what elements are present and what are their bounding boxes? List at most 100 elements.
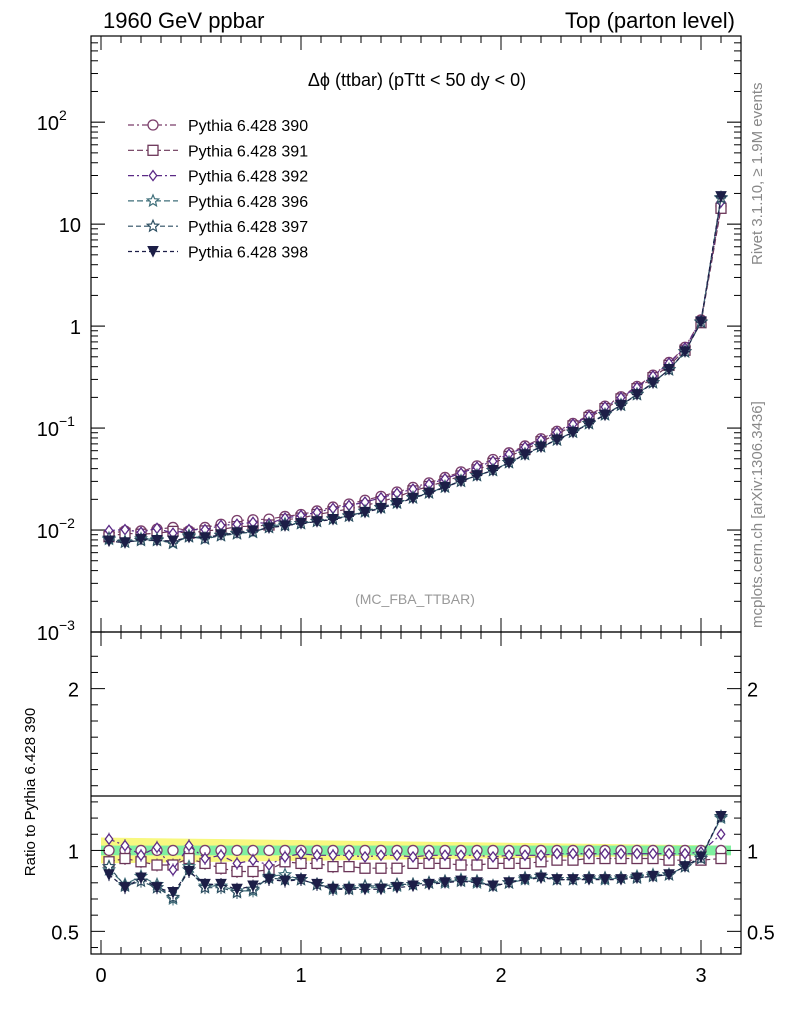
legend-label: Pythia 6.428 391 bbox=[188, 143, 308, 160]
data-point bbox=[519, 449, 531, 461]
data-point bbox=[615, 399, 627, 412]
legend-marker bbox=[147, 119, 159, 131]
x-tick-label: 0 bbox=[95, 965, 106, 987]
ratio-point bbox=[583, 874, 595, 886]
mcplots-label: mcplots.cern.ch [arXiv:1306.3436] bbox=[749, 401, 766, 628]
ratio-point bbox=[344, 849, 354, 862]
ratio-point bbox=[423, 878, 435, 891]
ratio-point bbox=[215, 878, 227, 891]
ratio-point bbox=[360, 850, 370, 863]
ratio-point bbox=[343, 860, 355, 873]
x-tick-label: 2 bbox=[495, 965, 506, 987]
ratio-point bbox=[520, 849, 530, 862]
ratio-point bbox=[535, 872, 547, 885]
data-point bbox=[583, 418, 595, 430]
data-point bbox=[311, 516, 323, 528]
ratio-y-tick-label-right: 2 bbox=[747, 680, 758, 702]
ratio-point bbox=[631, 872, 643, 885]
analysis-tag: (MC_FBA_TTBAR) bbox=[355, 591, 475, 607]
ratio-point bbox=[664, 847, 674, 860]
data-point bbox=[103, 535, 115, 548]
ratio-y-tick-label: 2 bbox=[68, 680, 79, 702]
data-point bbox=[503, 457, 515, 470]
y-tick-label-exponent: 2 bbox=[59, 107, 67, 123]
ratio-point bbox=[536, 849, 546, 862]
data-point bbox=[215, 529, 227, 541]
legend-label: Pythia 6.428 398 bbox=[188, 245, 308, 262]
ratio-point bbox=[359, 862, 371, 874]
ratio-point bbox=[503, 877, 515, 889]
data-point bbox=[663, 364, 675, 376]
ratio-point bbox=[263, 874, 275, 886]
legend-label: Pythia 6.428 397 bbox=[188, 219, 308, 236]
ratio-point bbox=[247, 880, 259, 893]
ratio-point bbox=[279, 875, 291, 888]
plot-title: Δϕ (ttbar) (pTtt < 50 dy < 0) bbox=[308, 70, 526, 90]
ratio-point bbox=[376, 849, 386, 862]
ratio-point bbox=[184, 839, 194, 852]
ratio-point bbox=[716, 828, 726, 841]
y-tick-label-exponent: −1 bbox=[59, 413, 75, 429]
main-series-group bbox=[101, 190, 729, 550]
legend-label: Pythia 6.428 390 bbox=[188, 118, 308, 135]
ratio-point bbox=[296, 847, 306, 860]
ratio-point bbox=[455, 875, 467, 888]
ratio-point bbox=[488, 850, 498, 863]
x-tick-label: 1 bbox=[295, 965, 306, 987]
data-point bbox=[279, 520, 291, 532]
data-point bbox=[183, 531, 195, 544]
ratio-point bbox=[551, 874, 563, 886]
ratio-point bbox=[232, 857, 242, 870]
ratio-point bbox=[504, 849, 514, 862]
ratio-axis-ticks: 0.5 0.5 1 1 2 2 0 1 2 3 bbox=[51, 632, 775, 987]
ratio-point bbox=[183, 865, 195, 878]
legend-label: Pythia 6.428 392 bbox=[188, 169, 308, 186]
legend-marker bbox=[145, 218, 161, 233]
ratio-point bbox=[599, 874, 611, 886]
rivet-label: Rivet 3.1.10, ≥ 1.9M events bbox=[749, 83, 766, 266]
ratio-series-392 bbox=[104, 828, 726, 877]
legend-marker bbox=[147, 246, 159, 258]
y-tick-label-exponent: −2 bbox=[59, 515, 75, 531]
ratio-point bbox=[567, 874, 579, 886]
ratio-point bbox=[391, 882, 403, 894]
ratio-point bbox=[199, 878, 211, 891]
data-point bbox=[551, 434, 563, 447]
ratio-point bbox=[440, 849, 450, 862]
data-point bbox=[567, 426, 579, 439]
ratio-y-tick-label-right: 1 bbox=[747, 841, 758, 863]
y-tick-label: 10 bbox=[37, 521, 59, 543]
ratio-point bbox=[136, 849, 146, 862]
ratio-point bbox=[135, 872, 147, 885]
ratio-point bbox=[679, 861, 691, 873]
legend-marker bbox=[145, 193, 161, 208]
ratio-point bbox=[327, 860, 339, 873]
ratio-point bbox=[167, 844, 179, 857]
ratio-point bbox=[715, 810, 727, 823]
data-point bbox=[295, 517, 307, 530]
ratio-point bbox=[632, 847, 642, 860]
ratio-point bbox=[456, 849, 466, 862]
data-point bbox=[167, 535, 179, 548]
ratio-point bbox=[680, 847, 690, 860]
header-right: Top (parton level) bbox=[565, 8, 735, 33]
ratio-point bbox=[312, 849, 322, 862]
ratio-point bbox=[375, 862, 387, 874]
data-point bbox=[487, 464, 499, 477]
ratio-point bbox=[472, 849, 482, 862]
data-point bbox=[151, 534, 163, 547]
ratio-point bbox=[600, 847, 610, 860]
header-left: 1960 GeV ppbar bbox=[103, 8, 264, 33]
series-line bbox=[108, 197, 722, 544]
y-tick-label: 10 bbox=[37, 113, 59, 135]
ratio-point bbox=[439, 877, 451, 889]
legend-marker bbox=[147, 144, 159, 156]
ratio-point bbox=[151, 882, 163, 894]
ratio-frame bbox=[90, 631, 742, 955]
ratio-point bbox=[392, 849, 402, 862]
data-point bbox=[359, 506, 371, 519]
data-point bbox=[439, 481, 451, 494]
